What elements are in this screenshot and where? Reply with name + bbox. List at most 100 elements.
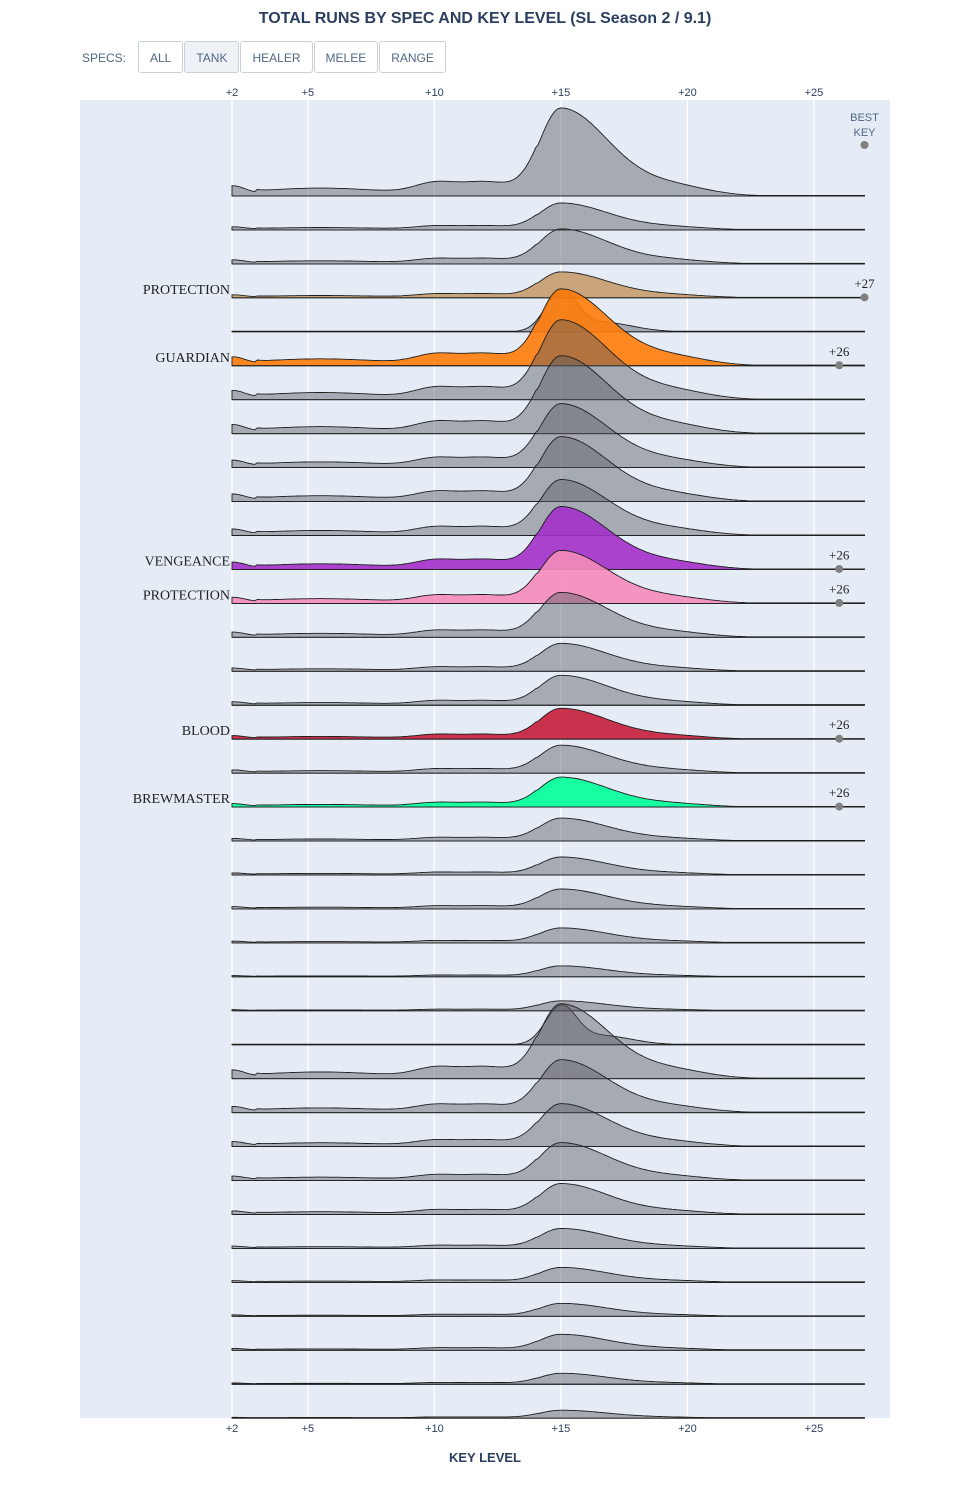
best-key-marker-11 [835,564,844,573]
ridge-area-18 [231,776,865,808]
ridge-area-11 [231,506,865,570]
ridge-area-25 [231,1004,865,1046]
ridge-area-9 [231,436,865,502]
best-key-marker-3 [860,293,869,302]
ridge-9 [231,436,865,502]
ridge-0 [231,107,865,197]
ridge-6 [231,319,865,401]
x-tick-top-5: +25 [805,87,824,99]
ridge-area-19 [231,817,865,842]
spec-button-group: ALL TANK HEALER MELEE RANGE [138,41,447,73]
ridge-area-1 [231,202,865,231]
ridge-35 [231,1372,865,1385]
ridge-7 [231,355,865,435]
ridge-28 [231,1103,865,1148]
ridge-area-3 [231,271,865,299]
ridge-26 [231,1003,865,1080]
ridge-area-36 [231,1409,865,1419]
ridge-34 [231,1333,865,1351]
ridge-area-16 [231,707,865,740]
best-key-header-0: BEST [850,112,879,124]
ridge-27 [231,1059,865,1114]
ridge-12 [231,549,865,604]
ridge-29 [231,1142,865,1182]
ridge-area-31 [231,1228,865,1249]
ridge-8 [231,403,865,469]
ridge-14 [231,642,865,672]
ridge-1 [231,202,865,231]
ridge-36 [231,1409,865,1419]
spec-label-3: PROTECTION [143,283,230,298]
plot-area [80,100,890,1418]
spec-button-melee[interactable]: MELEE [313,41,379,73]
ridge-15 [231,674,865,706]
best-key-label-16: +26 [829,717,850,732]
ridge-20 [231,856,865,876]
ridge-area-29 [231,1142,865,1181]
best-key-label-11: +26 [829,547,850,562]
ridge-area-12 [231,549,865,604]
ridge-area-14 [231,642,865,672]
chart-title: TOTAL RUNS BY SPEC AND KEY LEVEL (SL Sea… [258,10,712,27]
x-tick-top-4: +20 [678,87,697,99]
ridge-23 [231,965,865,978]
ridge-30 [231,1183,865,1215]
ridge-19 [231,817,865,842]
best-key-label-3: +27 [854,276,875,291]
ridge-area-22 [231,927,865,944]
best-key-label-12: +26 [829,581,850,596]
ridge-area-20 [231,856,865,876]
ridge-33 [231,1302,865,1317]
x-tick-top-2: +10 [425,87,444,99]
x-tick-bottom-2: +10 [425,1423,444,1435]
ridge-area-7 [231,355,865,435]
ridge-area-23 [231,965,865,978]
spec-label-5: GUARDIAN [155,351,230,366]
ridge-area-21 [231,888,865,910]
best-key-header-marker [860,141,869,149]
spec-label-12: PROTECTION [143,588,230,603]
best-key-header-1: KEY [853,127,876,139]
ridge-18 [231,776,865,808]
specs-label: SPECS: [82,51,127,65]
ridge-area-15 [231,674,865,706]
ridge-area-26 [231,1003,865,1080]
ridge-21 [231,888,865,910]
x-tick-bottom-5: +25 [805,1423,824,1435]
ridge-32 [231,1266,865,1283]
ridge-area-32 [231,1266,865,1283]
ridge-area-34 [231,1333,865,1351]
best-key-marker-12 [835,598,844,607]
ridge-area-6 [231,319,865,401]
x-axis-title: KEY LEVEL [449,1450,521,1465]
best-key-marker-5 [835,361,844,370]
spec-button-tank[interactable]: TANK [184,41,240,73]
x-tick-top-0: +2 [226,87,239,99]
spec-button-healer[interactable]: HEALER [240,41,313,73]
spec-button-range[interactable]: RANGE [379,41,446,73]
x-tick-bottom-3: +15 [552,1423,571,1435]
ridge-24 [231,1000,865,1012]
ridge-17 [231,744,865,774]
ridge-25 [231,1004,865,1046]
ridge-area-2 [231,228,865,265]
ridge-area-8 [231,403,865,469]
x-tick-bottom-4: +20 [678,1423,697,1435]
ridge-13 [231,591,865,638]
ridge-area-30 [231,1183,865,1215]
spec-label-11: VENGEANCE [144,554,230,569]
ridge-area-28 [231,1103,865,1148]
ridge-area-5 [231,288,865,367]
ridge-2 [231,228,865,265]
spec-button-all[interactable]: ALL [138,41,184,73]
ridge-16 [231,707,865,740]
ridge-area-17 [231,744,865,774]
ridge-area-35 [231,1372,865,1385]
ridge-31 [231,1228,865,1249]
ridge-3 [231,271,865,299]
x-tick-bottom-1: +5 [302,1423,315,1435]
ridge-area-27 [231,1059,865,1114]
best-key-label-5: +26 [829,344,850,359]
x-tick-bottom-0: +2 [226,1423,239,1435]
